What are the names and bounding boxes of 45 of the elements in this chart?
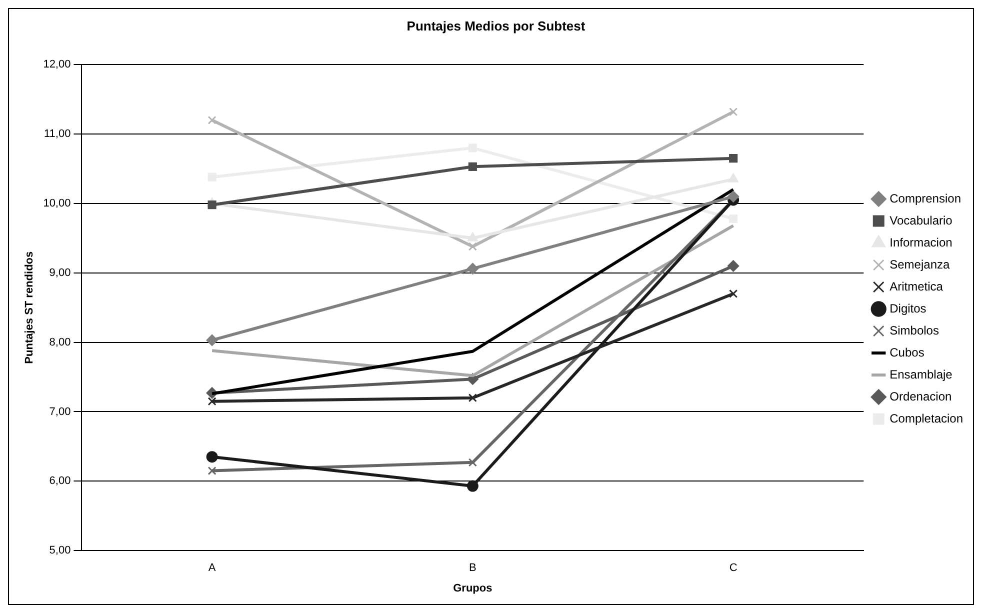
point — [208, 200, 216, 210]
y-tick-label: 11,00 — [44, 128, 71, 140]
legend-label: Completacion — [890, 411, 964, 426]
legend-label: Ordenacion — [890, 389, 952, 404]
y-tick-label: 9,00 — [49, 266, 71, 279]
point — [468, 242, 477, 251]
point — [466, 480, 478, 492]
legend-label: Ensamblaje — [890, 367, 953, 382]
y-tick-label: 6,00 — [49, 475, 71, 488]
point — [468, 458, 477, 467]
y-tick-label: 12,00 — [43, 58, 71, 71]
legend-label: Simbolos — [890, 323, 939, 338]
y-tick-label: 10,00 — [43, 197, 71, 210]
y-tick-label: 7,00 — [49, 406, 71, 418]
point — [468, 232, 478, 242]
y-axis-title: Puntajes ST rendidos — [24, 251, 36, 364]
point — [468, 394, 477, 402]
point — [729, 154, 738, 163]
x-tick-label: B — [469, 562, 476, 574]
x-tick-label: C — [729, 562, 738, 574]
y-tick-label: 8,00 — [49, 336, 71, 348]
chart-title: Puntajes Medios por Subtest — [406, 18, 586, 34]
legend-label: Informacion — [890, 235, 952, 250]
legend-label: Cubos — [890, 345, 924, 360]
point — [728, 173, 738, 182]
legend-label: Vocabulario — [890, 213, 953, 228]
point — [206, 334, 218, 346]
point — [208, 466, 216, 476]
legend-label: Aritmetica — [890, 279, 944, 294]
legend-label: Comprension — [890, 191, 962, 206]
x-axis-title: Grupos — [453, 582, 492, 594]
point — [208, 116, 216, 124]
point — [729, 214, 738, 224]
point — [729, 289, 738, 298]
point — [208, 397, 216, 406]
legend-label: Digitos — [890, 301, 926, 316]
point — [729, 108, 738, 116]
point — [728, 190, 740, 202]
point — [728, 260, 740, 272]
point — [466, 262, 478, 274]
legend-label: Semejanza — [890, 257, 950, 272]
point — [206, 451, 218, 463]
y-tick-label: 5,00 — [49, 544, 71, 557]
point — [468, 162, 477, 171]
x-tick-label: A — [208, 562, 216, 574]
